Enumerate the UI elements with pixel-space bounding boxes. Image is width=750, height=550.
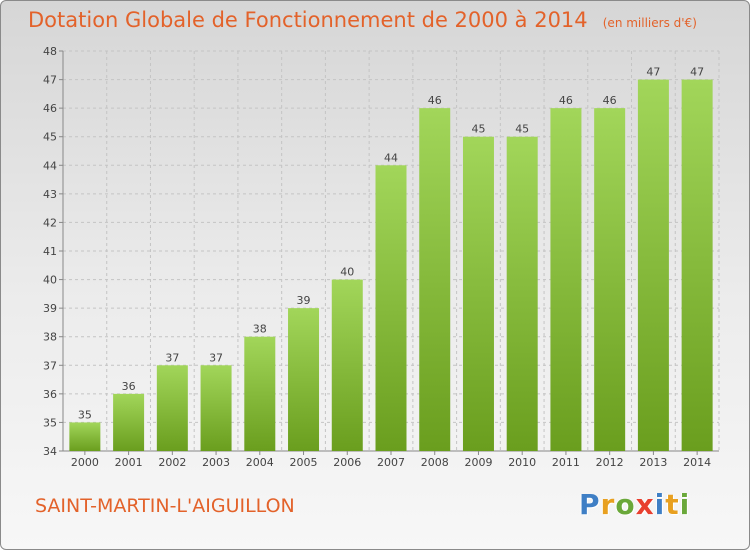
bar [681,79,713,452]
bar-value-label: 37 [165,351,179,364]
y-tick-label: 41 [43,245,57,258]
y-tick-label: 48 [43,45,57,58]
y-tick-label: 42 [43,216,57,229]
x-tick-label: 2014 [683,456,711,469]
y-tick-label: 39 [43,302,57,315]
bar [288,308,320,451]
title-row: Dotation Globale de Fonctionnement de 20… [28,8,697,32]
bar-value-label: 45 [471,123,485,136]
proxiti-logo[interactable]: Proxiti [579,488,690,521]
commune-name: SAINT-MARTIN-L'AIGUILLON [35,495,295,517]
logo-letter: x [635,488,655,521]
y-tick-label: 43 [43,188,57,201]
bar-value-label: 44 [384,151,398,164]
y-tick-label: 38 [43,331,57,344]
x-tick-label: 2001 [115,456,143,469]
x-tick-label: 2003 [202,456,230,469]
bar [550,108,582,452]
bar-value-label: 37 [209,351,223,364]
bar-value-label: 46 [559,94,573,107]
y-tick-label: 37 [43,359,57,372]
logo-letter: o [615,488,636,521]
bar [113,393,145,451]
y-tick-label: 45 [43,131,57,144]
logo-letter: t [665,488,680,521]
x-tick-label: 2006 [333,456,361,469]
bar-value-label: 40 [340,266,354,279]
x-tick-label: 2009 [464,456,492,469]
x-tick-label: 2010 [508,456,536,469]
bar [506,136,538,451]
logo-letter: i [679,488,691,521]
x-tick-label: 2000 [71,456,99,469]
chart-subtitle: (en milliers d'€) [602,16,697,30]
x-tick-label: 2004 [246,456,274,469]
x-tick-label: 2005 [290,456,318,469]
bar-value-label: 45 [515,123,529,136]
x-tick-label: 2008 [421,456,449,469]
bar-value-label: 38 [253,323,267,336]
x-tick-label: 2013 [639,456,667,469]
bar-value-label: 47 [690,66,704,79]
bar [462,136,494,451]
y-tick-label: 46 [43,102,57,115]
y-tick-label: 35 [43,416,57,429]
chart-title: Dotation Globale de Fonctionnement de 20… [28,8,588,32]
bar [156,365,188,451]
bar [419,108,451,452]
bar [331,279,363,451]
x-tick-label: 2007 [377,456,405,469]
x-tick-label: 2002 [158,456,186,469]
bar-value-label: 35 [78,408,92,421]
bar [594,108,626,452]
logo-letter: i [654,488,666,521]
y-tick-label: 40 [43,274,57,287]
bar-value-label: 46 [428,94,442,107]
y-tick-label: 36 [43,388,57,401]
y-tick-label: 44 [43,159,57,172]
bar [637,79,669,452]
y-tick-label: 47 [43,74,57,87]
bar-value-label: 47 [646,66,660,79]
bar [375,165,407,452]
bars [69,79,713,452]
bar [69,422,101,451]
bar-value-label: 36 [122,380,136,393]
axes: 34 35 36 37 38 39 40 41 42 43 44 45 46 47 48 2000 2001 20… [43,45,719,469]
bar-value-label: 46 [603,94,617,107]
bar [244,336,276,451]
bar-value-label: 39 [297,294,311,307]
bar [200,365,232,451]
logo-letter: P [579,488,601,521]
logo-letter: r [600,488,616,521]
x-tick-label: 2012 [596,456,624,469]
x-tick-label: 2011 [552,456,580,469]
value-labels: 35 36 37 37 38 39 40 44 46 45 45 46 46 47 47 [78,66,704,422]
y-tick-label: 34 [43,445,57,458]
